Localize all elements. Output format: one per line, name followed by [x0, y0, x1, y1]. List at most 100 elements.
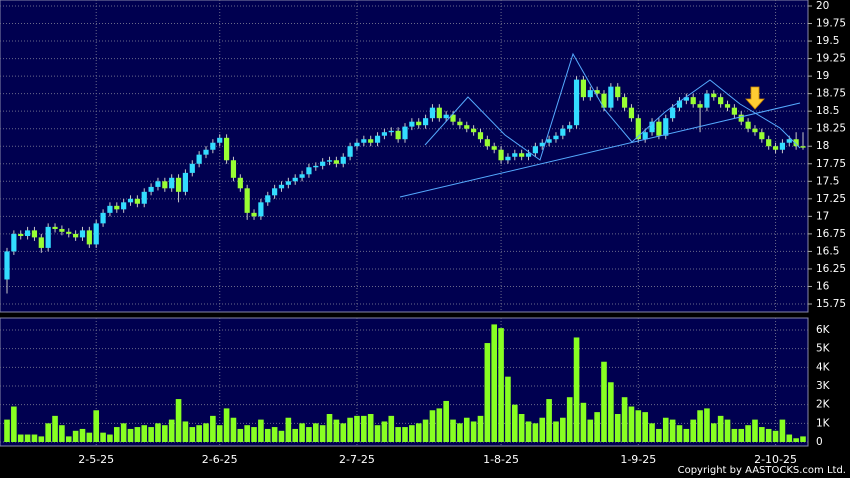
y-tick-label: 3K: [816, 380, 831, 392]
volume-bar: [717, 415, 724, 442]
volume-bar: [759, 427, 765, 442]
volume-bar: [395, 427, 401, 442]
x-tick-label: 2-6-25: [202, 453, 238, 466]
volume-bar: [505, 376, 511, 442]
volume-bar: [765, 428, 772, 442]
y-tick-label: 16.75: [816, 228, 846, 240]
candle-body: [354, 142, 360, 147]
volume-bar: [772, 430, 779, 442]
candle-body: [628, 107, 635, 119]
candle-body: [244, 188, 250, 213]
candle-body: [272, 188, 278, 196]
candle-body: [718, 97, 724, 105]
volume-bar: [601, 361, 607, 442]
candle-body: [649, 121, 655, 133]
volume-bar: [72, 430, 79, 442]
volume-bar: [361, 415, 367, 442]
volume-bar: [457, 423, 463, 442]
candle-body: [471, 128, 477, 133]
candle-body: [443, 114, 449, 119]
y-tick-label: 4K: [816, 361, 831, 373]
volume-bar: [676, 425, 683, 442]
y-tick-label: 19.75: [816, 18, 846, 30]
candle-body: [100, 212, 106, 224]
volume-bar: [155, 423, 161, 442]
volume-bar: [223, 408, 230, 442]
candle-body: [203, 149, 209, 155]
candle-body: [587, 90, 593, 98]
candle-body: [532, 146, 538, 154]
volume-bar: [340, 423, 347, 442]
volume-bar: [614, 414, 621, 442]
candle-body: [800, 146, 806, 148]
candle-body: [642, 132, 648, 140]
candle-body: [4, 251, 10, 280]
candle-body: [18, 233, 24, 236]
candle-body: [292, 177, 298, 182]
volume-bar: [539, 417, 546, 442]
volume-bar: [422, 419, 429, 442]
candle-body: [457, 121, 463, 126]
x-tick-label: 1-9-25: [620, 453, 656, 466]
candle-body: [546, 139, 552, 143]
volume-bar: [120, 423, 127, 442]
candle-body: [560, 128, 566, 136]
candle-body: [690, 97, 696, 105]
volume-bar: [237, 428, 244, 442]
volume-bar: [388, 415, 395, 442]
candle-body: [388, 130, 394, 133]
y-tick-label: 19.25: [816, 53, 846, 65]
y-tick-label: 0: [816, 436, 823, 448]
candle-body: [45, 226, 51, 248]
volume-bar: [127, 428, 134, 442]
candle-body: [148, 186, 154, 192]
candle-body: [621, 97, 628, 108]
volume-bar: [669, 419, 676, 442]
volume-bar: [326, 414, 333, 442]
volume-bar: [299, 423, 305, 442]
candle-body: [752, 128, 758, 133]
volume-bar: [38, 436, 45, 442]
candle-body: [704, 93, 710, 108]
y-tick-label: 6K: [816, 324, 831, 336]
volume-bar: [367, 414, 374, 442]
volume-bar: [45, 423, 51, 442]
volume-bar: [347, 417, 353, 442]
candle-body: [52, 226, 58, 229]
y-tick-label: 17: [816, 210, 829, 222]
arrow: [745, 86, 765, 110]
y-tick-label: 20: [816, 0, 829, 12]
candle-body: [217, 137, 223, 143]
volume-bar: [573, 337, 580, 442]
volume-bar: [141, 425, 148, 442]
volume-bar: [580, 402, 587, 442]
volume-bar: [354, 415, 360, 442]
volume-bar: [683, 428, 690, 442]
candle-body: [196, 154, 202, 164]
candle-body: [402, 126, 408, 140]
volume-bar: [608, 382, 614, 442]
volume-bar: [553, 421, 559, 442]
volume-bar: [402, 427, 408, 442]
volume-bar: [415, 423, 422, 442]
volume-bar: [196, 425, 202, 442]
volume-bar: [690, 419, 697, 442]
volume-bar: [333, 419, 340, 442]
volume-bar: [779, 419, 786, 442]
candle-body: [333, 160, 339, 164]
volume-bar: [203, 423, 209, 442]
candle-body: [608, 86, 614, 108]
zigzag-line: [739, 103, 801, 149]
volume-bar: [450, 419, 456, 442]
candle-body: [381, 132, 388, 136]
candle-body: [697, 104, 703, 108]
y-tick-label: 16: [816, 280, 830, 292]
candle-body: [230, 160, 237, 178]
volume-bar: [17, 434, 24, 442]
volume-bar: [258, 419, 264, 442]
x-tick-label: 1-8-25: [483, 453, 519, 466]
volume-bar: [436, 408, 443, 442]
volume-bar: [24, 434, 31, 442]
candle-body: [745, 121, 751, 129]
